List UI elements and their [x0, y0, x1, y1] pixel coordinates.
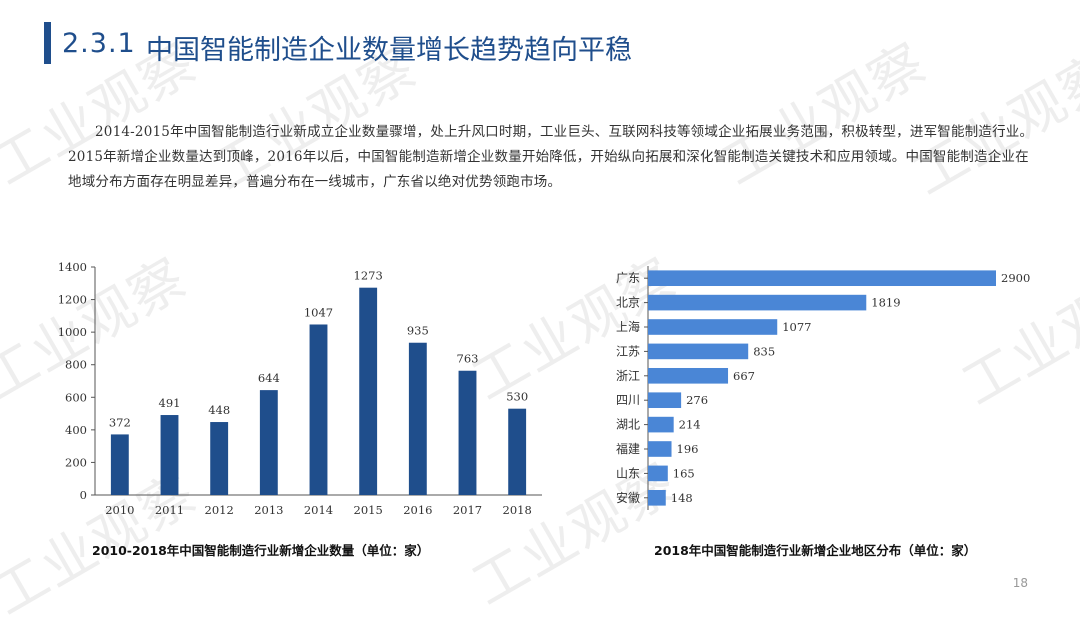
- bar: [110, 434, 129, 495]
- bar: [648, 441, 672, 457]
- data-label: 148: [671, 491, 693, 505]
- data-label: 835: [753, 344, 775, 358]
- data-label: 276: [686, 393, 708, 407]
- y-tick-label: 600: [65, 390, 87, 404]
- y-tick-label: 1200: [58, 293, 87, 307]
- y-tick-label: 800: [65, 358, 87, 372]
- x-tick-label: 2014: [304, 503, 333, 517]
- bar: [648, 489, 666, 506]
- data-label: 214: [679, 418, 701, 432]
- bar: [210, 422, 229, 495]
- bar: [359, 287, 378, 495]
- body-paragraph: 2014-2015年中国智能制造行业新成立企业数量骤增，处上升风口时期，工业巨头…: [68, 124, 1034, 190]
- category-label: 福建: [616, 441, 640, 456]
- category-label: 四川: [616, 393, 640, 407]
- data-label: 1819: [871, 296, 900, 310]
- chart-left-caption: 2010-2018年中国智能制造行业新增企业数量（单位：家）: [92, 543, 430, 558]
- data-label: 196: [677, 442, 699, 456]
- y-tick-label: 1400: [58, 260, 87, 274]
- data-label: 1077: [782, 320, 811, 334]
- regional-distribution-chart: 广东 2900 北京 1819 上海 1077 江苏 835 浙江 667 四川 276 湖北 214 福建…: [616, 266, 1030, 510]
- data-label: 935: [407, 324, 429, 338]
- y-tick-label: 200: [65, 455, 87, 469]
- y-tick-label: 0: [80, 488, 87, 502]
- data-label: 165: [673, 466, 695, 480]
- bar: [648, 343, 749, 360]
- data-label: 530: [506, 390, 528, 404]
- section-number: 2.3.1: [62, 28, 136, 59]
- data-label: 448: [208, 403, 230, 417]
- bar: [648, 270, 996, 287]
- x-tick-label: 2018: [503, 503, 532, 517]
- category-label: 北京: [616, 296, 640, 310]
- category-label: 山东: [616, 466, 640, 480]
- bar: [648, 319, 778, 335]
- bar: [259, 390, 278, 495]
- x-tick-label: 2015: [354, 503, 383, 517]
- y-tick-label: 1000: [58, 325, 87, 339]
- bar: [160, 415, 179, 495]
- x-tick-label: 2013: [254, 503, 283, 517]
- page-title: 中国智能制造企业数量增长趋势趋向平稳: [146, 35, 632, 66]
- x-tick-label: 2016: [403, 503, 432, 517]
- y-tick-label: 400: [65, 423, 87, 437]
- x-tick-label: 2010: [105, 503, 134, 517]
- bar: [458, 370, 477, 495]
- x-tick-label: 2017: [453, 503, 482, 517]
- page-number: 18: [1012, 576, 1028, 590]
- bar: [648, 465, 668, 482]
- yearly-new-enterprises-chart: 0 200 400 600 800 1000 1200 1400 372 2010 491 2011 4…: [58, 260, 542, 517]
- category-label: 安徽: [616, 490, 640, 505]
- data-label: 1047: [304, 305, 333, 319]
- bar: [309, 324, 328, 495]
- data-label: 644: [258, 371, 280, 385]
- category-label: 湖北: [616, 417, 640, 432]
- data-label: 1273: [354, 269, 383, 283]
- bar: [648, 367, 729, 384]
- title-accent-bar: [44, 22, 51, 64]
- x-tick-label: 2011: [155, 503, 184, 517]
- data-label: 491: [159, 396, 181, 410]
- chart-right-caption: 2018年中国智能制造行业新增企业地区分布（单位：家）: [654, 543, 977, 558]
- category-label: 浙江: [616, 369, 640, 383]
- data-label: 372: [109, 415, 131, 429]
- category-label: 广东: [616, 271, 640, 285]
- category-label: 上海: [616, 319, 640, 334]
- bar: [408, 342, 427, 495]
- bar: [648, 416, 674, 433]
- data-label: 667: [733, 369, 755, 383]
- data-label: 2900: [1001, 271, 1030, 285]
- data-label: 763: [457, 352, 479, 366]
- x-tick-label: 2012: [205, 503, 234, 517]
- category-label: 江苏: [616, 344, 640, 358]
- bar: [508, 408, 527, 495]
- bar: [648, 392, 682, 409]
- bar: [648, 294, 867, 311]
